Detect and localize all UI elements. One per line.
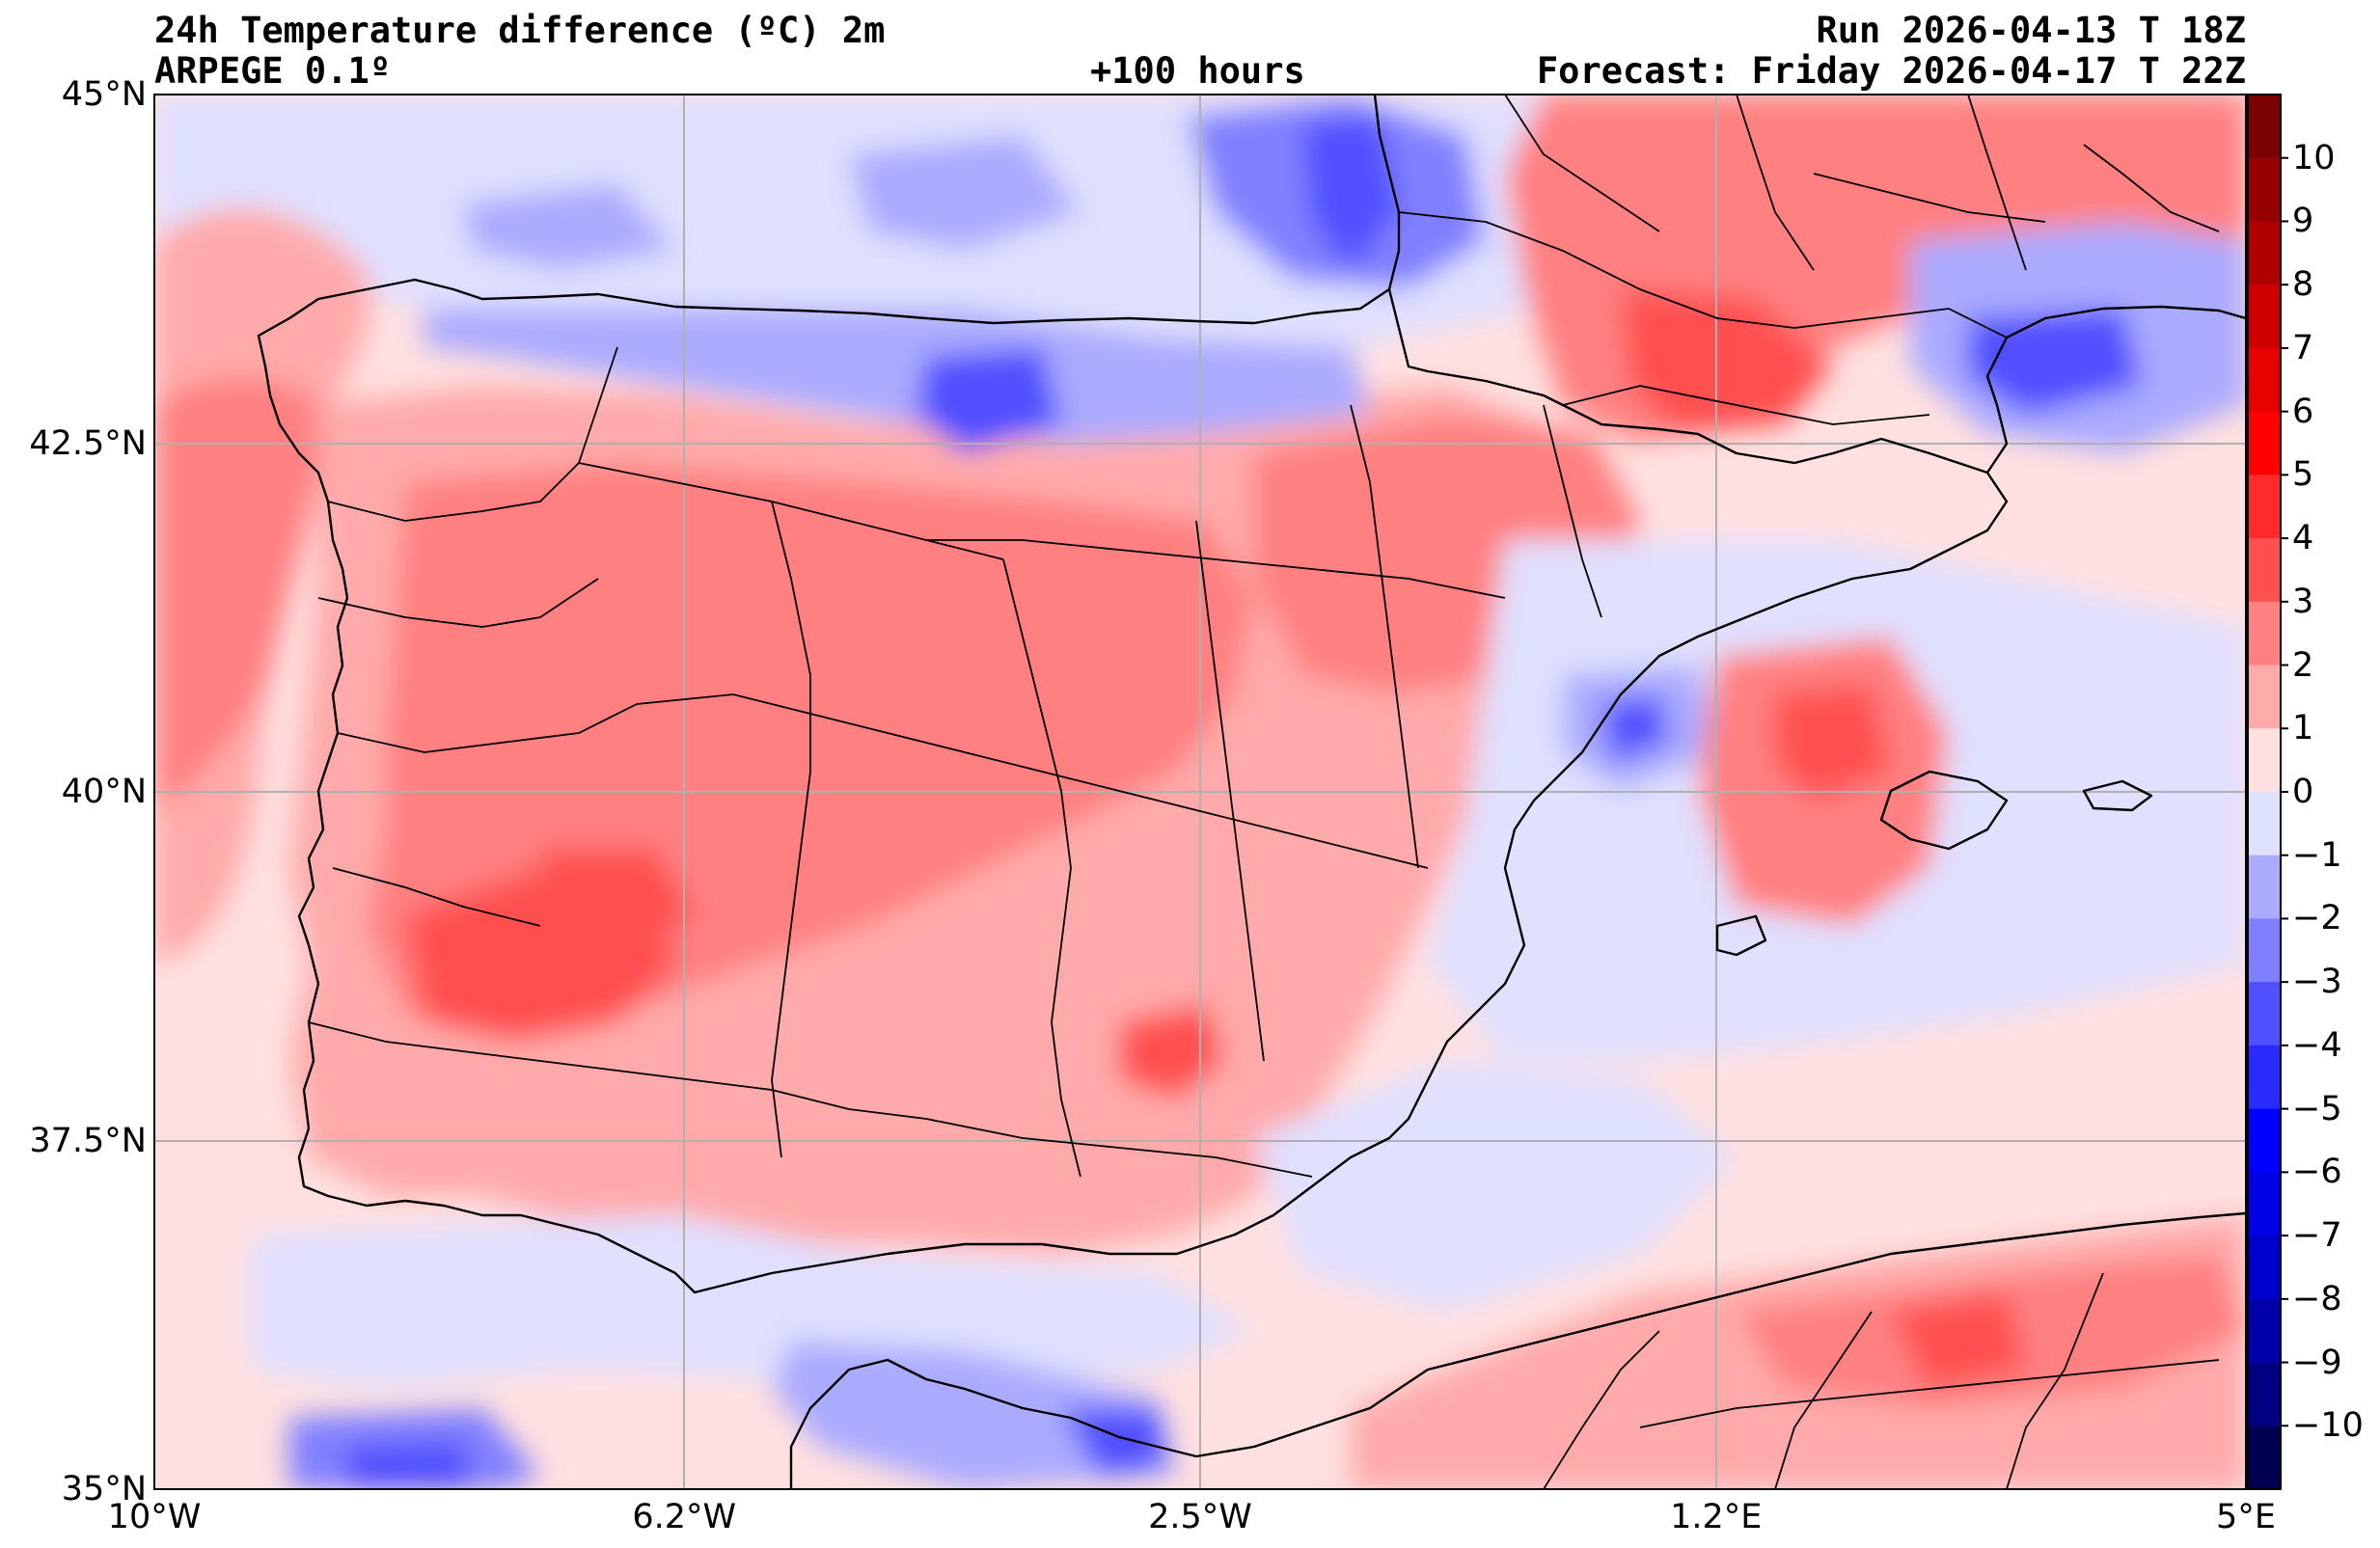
colorbar-tick-label: 9 <box>2292 202 2314 241</box>
colorbar-segment <box>2248 221 2281 285</box>
colorbar-tick-label: −7 <box>2292 1216 2342 1256</box>
colorbar-segment <box>2248 285 2281 349</box>
colorbar-segment <box>2248 918 2281 983</box>
forecast-label: Forecast: Friday 2026-04-17 T 22Z <box>1536 50 2246 92</box>
colorbar-tick-label: 2 <box>2292 645 2314 685</box>
colorbar-segment <box>2248 1108 2281 1173</box>
coastline-icon <box>257 95 2246 1489</box>
colorbar-tick-label: −3 <box>2292 963 2342 1002</box>
colorbar-segment <box>2248 601 2281 666</box>
colorbar-tick-label: −4 <box>2292 1025 2342 1065</box>
run-label: Run 2026-04-13 T 18Z <box>1816 10 2246 51</box>
lon-tick-label: 10°W <box>107 1498 202 1536</box>
colorbar-segment <box>2248 792 2281 856</box>
colorbar-tick-label: 0 <box>2292 773 2314 811</box>
colorbar-tick-label: 6 <box>2292 392 2314 431</box>
colorbar-segment <box>2248 728 2281 793</box>
colorbar-segment <box>2248 475 2281 539</box>
colorbar-segment <box>2248 665 2281 729</box>
colorbar-tick-label: 7 <box>2292 328 2314 367</box>
lon-tick-label: 5°E <box>2216 1498 2276 1536</box>
lon-tick-label: 1.2°E <box>1670 1498 1763 1536</box>
field-layer <box>154 95 2246 1489</box>
colorbar-segment <box>2248 1236 2281 1300</box>
colorbar-tick-label: −8 <box>2292 1279 2342 1318</box>
lat-tick-label: 45°N <box>61 75 147 114</box>
model-label: ARPEGE 0.1º <box>154 50 392 92</box>
chart-title: 24h Temperature difference (ºC) 2m <box>154 10 886 51</box>
colorbar-tick-label: −6 <box>2292 1153 2342 1192</box>
colorbar-segment <box>2248 538 2281 603</box>
borders-icon <box>308 95 2220 1489</box>
colorbar-tick-label: 5 <box>2292 455 2314 495</box>
lon-tick-label: 2.5°W <box>1148 1498 1252 1536</box>
colorbar-tick-label: 8 <box>2292 265 2314 305</box>
colorbar-segment <box>2248 1045 2281 1110</box>
colorbar-tick-label: −9 <box>2292 1343 2342 1382</box>
colorbar-segment <box>2248 411 2281 475</box>
colorbar-segment <box>2248 1362 2281 1426</box>
lead-time-label: +100 hours <box>1090 50 1305 92</box>
colorbar-segment <box>2248 982 2281 1046</box>
colorbar-tick-label: 4 <box>2292 519 2314 558</box>
colorbar <box>2247 94 2288 1490</box>
lat-tick-label: 40°N <box>61 773 147 811</box>
colorbar-segment <box>2248 1426 2281 1490</box>
colorbar-tick-label: 3 <box>2292 582 2314 621</box>
colorbar-tick-label: −2 <box>2292 899 2342 938</box>
lat-tick-label: 37.5°N <box>29 1121 147 1160</box>
lon-tick-label: 6.2°W <box>632 1498 737 1536</box>
colorbar-segment <box>2248 347 2281 413</box>
colorbar-tick-label: 10 <box>2292 138 2336 177</box>
colorbar-segment <box>2248 1298 2281 1364</box>
colorbar-tick-label: −1 <box>2292 835 2342 875</box>
colorbar-segment <box>2248 157 2281 222</box>
colorbar-segment <box>2248 855 2281 919</box>
lat-tick-label: 42.5°N <box>29 423 147 463</box>
lat-tick-label: 35°N <box>61 1470 147 1508</box>
colorbar-tick-label: −10 <box>2292 1406 2364 1446</box>
colorbar-tick-label: 1 <box>2292 709 2314 748</box>
plot-frame <box>153 94 2247 1490</box>
colorbar-tick-label: −5 <box>2292 1089 2342 1128</box>
colorbar-segment <box>2248 95 2281 159</box>
colorbar-segment <box>2248 1172 2281 1236</box>
